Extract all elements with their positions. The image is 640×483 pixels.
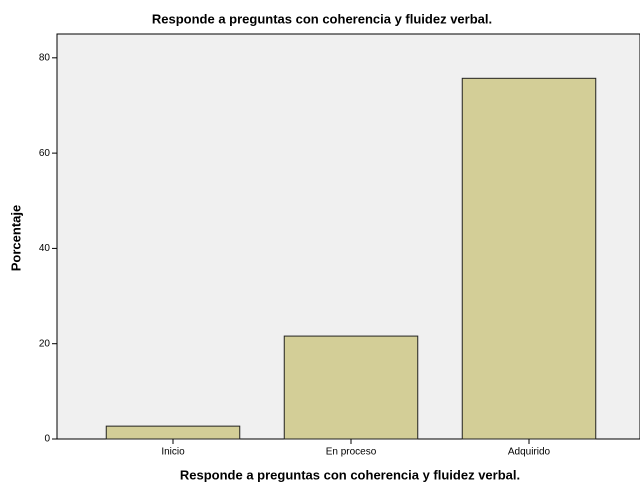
y-tick-label: 60 [39, 148, 51, 159]
y-tick-label: 80 [39, 52, 51, 63]
x-axis-label: Responde a preguntas con coherencia y fl… [180, 467, 520, 482]
y-tick-label: 0 [44, 434, 50, 445]
bar [105, 425, 241, 440]
chart-title: Responde a preguntas con coherencia y fl… [152, 11, 492, 26]
y-tick-label: 40 [39, 243, 51, 254]
y-tick-label: 20 [39, 338, 51, 349]
x-tick-label: Adquirido [508, 447, 551, 458]
bar [461, 77, 597, 440]
y-axis-label: Porcentaje [8, 205, 23, 271]
x-tick-label: En proceso [326, 447, 377, 458]
bar [283, 335, 419, 440]
x-tick-label: Inicio [161, 447, 185, 458]
